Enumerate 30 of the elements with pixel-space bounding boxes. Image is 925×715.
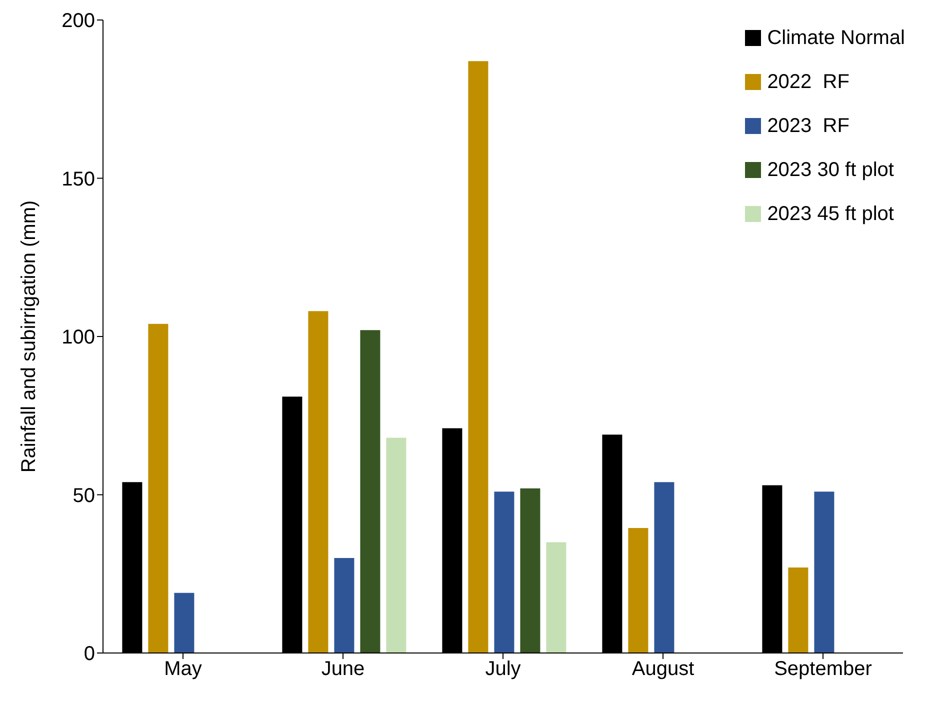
legend-label: 2023 45 ft plot	[767, 202, 894, 226]
y-tick-label: 200	[62, 10, 95, 32]
bar	[628, 528, 648, 653]
legend-label: 2023 30 ft plot	[767, 158, 894, 182]
bar	[814, 492, 834, 653]
bar	[520, 488, 540, 653]
bar	[654, 482, 674, 653]
x-tick-label: September	[774, 658, 872, 680]
x-tick-label: August	[632, 658, 695, 680]
bar	[788, 568, 808, 653]
bar	[386, 438, 406, 653]
bar	[494, 492, 514, 653]
x-tick-label: June	[321, 658, 365, 680]
y-tick-label: 0	[84, 643, 95, 666]
legend-label: 2023 RF	[767, 114, 850, 138]
bar	[360, 330, 380, 653]
y-axis-title: Rainfall and subirrigation (mm)	[18, 200, 40, 473]
legend-label: Climate Normal	[767, 26, 905, 50]
bar	[546, 542, 566, 653]
y-tick-label: 150	[62, 168, 95, 190]
x-tick-label: July	[485, 658, 521, 680]
x-tick-label: May	[164, 658, 202, 680]
bar	[148, 324, 168, 653]
bar	[308, 311, 328, 653]
bar	[468, 61, 488, 653]
legend-label: 2022 RF	[767, 70, 850, 94]
y-tick-label: 50	[72, 484, 95, 507]
y-tick-label: 100	[62, 326, 95, 349]
bar	[334, 558, 354, 653]
bar	[174, 592, 194, 653]
